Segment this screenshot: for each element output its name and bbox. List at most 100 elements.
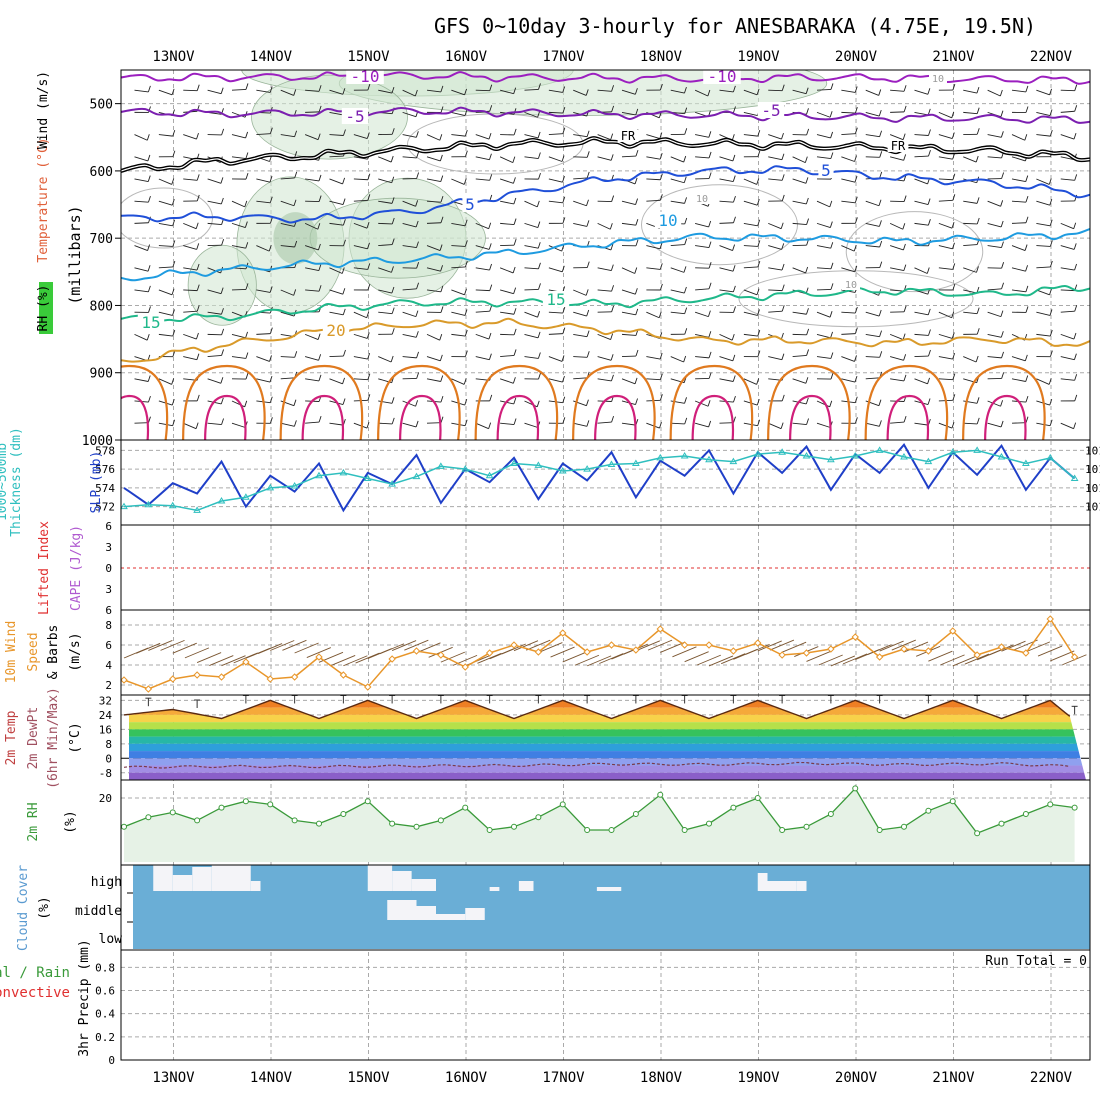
wind-barb [426,267,441,272]
contour-label: 10 [696,194,708,205]
wind-barb-flag [853,244,857,252]
wind-barb-flag [148,395,151,403]
wind-barb [451,134,466,137]
wind-barb-flag [927,88,931,95]
wind-barb-flag [611,195,615,202]
wind-barb-flag [659,373,663,380]
wind-barb-flag [806,418,809,425]
wind-barb-flag [171,178,175,185]
wind-barb-flag [999,89,1003,97]
wind-barb [865,200,880,207]
rh-marker [145,814,152,821]
wind-barb [305,378,320,382]
rh2m-axis-label: 2m RH [26,802,41,841]
cloud-block [387,900,417,920]
surface-barb [781,641,807,653]
cloud-block [392,871,412,891]
wind-barb-flag [343,129,346,136]
date-label-top: 21NOV [932,49,975,65]
wind-barb-flag [512,156,516,163]
rh-marker [925,807,932,814]
wind-barb-flag [391,307,395,314]
wind-barb [548,200,563,204]
wind-barb [134,134,148,141]
surface-barb [1025,641,1051,653]
contour-label: -5 [761,101,780,120]
thickness-marker [1046,453,1055,461]
wind-barb [621,200,636,206]
wind-barb-flag [294,171,298,179]
wind-barb-flag [1074,84,1078,91]
wind-barb-flag [733,306,736,313]
wind-speed-marker [900,645,908,653]
wind-barb-flag [1048,378,1052,385]
wind-barb-flag [172,260,176,268]
wind-speed-marker [388,655,396,663]
wind-barb-flag [1049,129,1053,137]
wind-barb-flag [707,89,711,97]
wind-barb [865,311,880,317]
wind-barb-flag [634,177,638,185]
date-label-bottom: 18NOV [640,1070,683,1086]
wind-barb-flag [415,220,419,228]
wind-barb [646,199,661,202]
wind-barb [548,178,563,183]
wind-barb-flag [659,194,663,201]
wind-barb-flag [147,285,151,292]
wind-barb-flag [367,242,370,249]
wind-barb [816,111,831,118]
wind-barb [621,355,637,358]
wind-barb [280,356,295,358]
wind-barb-flag [952,283,956,291]
wind-barb [305,267,319,272]
wind-barb [646,267,661,270]
wind-barb-flag [610,333,614,340]
wind-barb [280,311,295,317]
temp-tick-label: -8 [99,767,112,780]
wind-barb-flag [195,222,199,229]
wind-barb-flag [975,355,979,363]
wind-barb [426,200,441,203]
wind-barb-flag [878,420,882,427]
wind-barb-flag [732,85,736,93]
surface-barb [526,639,551,651]
wind-barb [500,311,515,315]
wind-barb-flag [902,333,906,340]
wind-barb-flag [684,217,688,225]
rh-marker [316,820,322,827]
wind-barb [378,422,393,425]
wind-barb [914,267,928,274]
wind-barb [451,289,465,296]
wind-barb [183,267,198,271]
wind-barb [987,245,1002,249]
wind-barb [914,89,929,95]
date-label-top: 18NOV [640,49,683,65]
wind-barb [402,245,417,249]
wind-barb [914,311,929,316]
wind-barb-flag [805,197,809,205]
thickness-marker [217,497,226,504]
date-label-top: 22NOV [1030,49,1073,65]
wind-barb-flag [952,352,956,360]
wind-barb-flag [878,399,882,406]
cloud-block [489,887,500,891]
wind-barb-flag [830,152,834,159]
rh-unit-label-part: (%) [63,810,78,833]
wind-barb [987,400,1001,407]
wind-barb-flag [806,108,809,115]
wind-barb-flag [1073,132,1077,140]
cloud-block [465,908,485,920]
dewpoint-line [123,761,1070,769]
wind-barb-flag [513,397,517,405]
li-tick-label: 0 [105,562,112,575]
wind-barb-flag [342,377,345,384]
wind-barb [841,89,856,93]
wind-barb-flag [1073,353,1077,360]
surface-barb [184,647,210,659]
wind-barb [1036,378,1050,385]
wind-barb-flag [268,244,272,252]
wind-barb [621,111,636,116]
wind-barb-flag [512,266,516,274]
thickness-marker [339,468,348,476]
wind-barb-flag [903,195,907,202]
